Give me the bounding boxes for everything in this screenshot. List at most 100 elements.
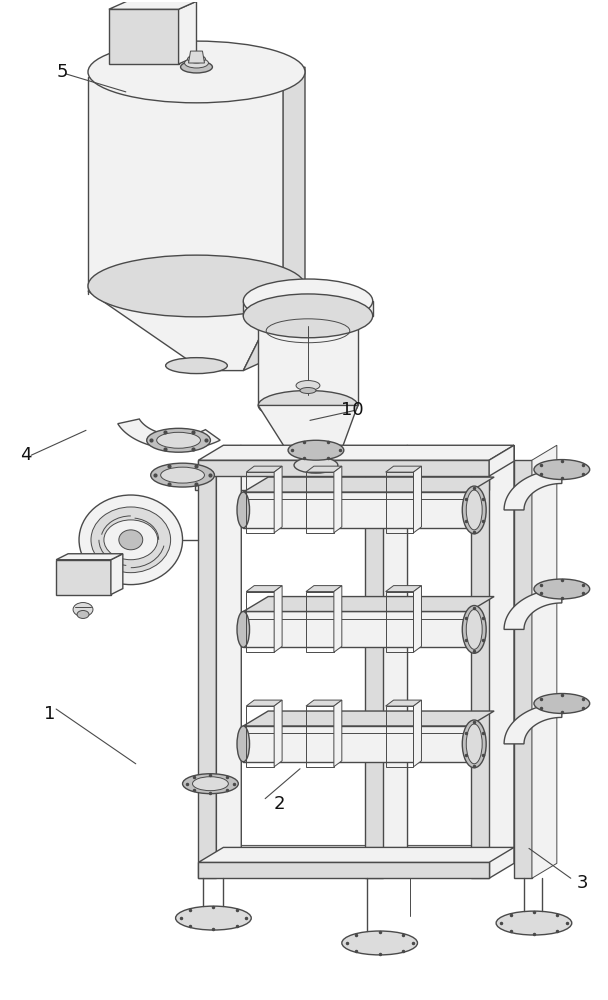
Ellipse shape [161, 467, 204, 483]
Ellipse shape [534, 694, 590, 713]
Ellipse shape [147, 428, 210, 452]
Polygon shape [243, 301, 373, 316]
Polygon shape [223, 445, 514, 461]
Polygon shape [365, 460, 382, 878]
Ellipse shape [73, 603, 93, 616]
Text: 2: 2 [274, 795, 286, 813]
Polygon shape [188, 51, 204, 63]
Polygon shape [223, 847, 514, 863]
Ellipse shape [534, 579, 590, 599]
Ellipse shape [462, 720, 486, 768]
Ellipse shape [463, 611, 475, 647]
Polygon shape [504, 470, 562, 510]
Polygon shape [334, 700, 342, 767]
Polygon shape [514, 460, 532, 878]
Polygon shape [198, 460, 216, 878]
Ellipse shape [182, 774, 238, 794]
Ellipse shape [258, 306, 358, 336]
Ellipse shape [77, 610, 89, 618]
Ellipse shape [243, 279, 373, 323]
Polygon shape [504, 589, 562, 629]
Polygon shape [274, 586, 282, 652]
Polygon shape [382, 445, 407, 878]
Polygon shape [385, 466, 421, 472]
Polygon shape [334, 466, 342, 533]
Polygon shape [118, 419, 220, 449]
Polygon shape [111, 554, 123, 595]
Ellipse shape [288, 440, 344, 460]
Ellipse shape [165, 358, 227, 374]
Ellipse shape [157, 432, 201, 448]
Polygon shape [258, 321, 358, 405]
Ellipse shape [119, 530, 143, 550]
Polygon shape [334, 586, 342, 652]
Ellipse shape [104, 520, 157, 560]
Polygon shape [385, 700, 421, 706]
Polygon shape [504, 703, 562, 744]
Ellipse shape [185, 58, 209, 68]
Polygon shape [109, 1, 196, 9]
Polygon shape [196, 470, 489, 490]
Polygon shape [243, 281, 305, 371]
Ellipse shape [466, 609, 482, 649]
Polygon shape [56, 554, 123, 560]
Text: 1: 1 [44, 705, 55, 723]
Ellipse shape [466, 490, 482, 530]
Polygon shape [306, 466, 342, 472]
Polygon shape [413, 466, 421, 533]
Polygon shape [243, 597, 494, 611]
Ellipse shape [296, 381, 320, 391]
Polygon shape [243, 611, 469, 647]
Polygon shape [274, 700, 282, 767]
Ellipse shape [237, 492, 249, 528]
Polygon shape [88, 291, 283, 371]
Ellipse shape [534, 460, 590, 479]
Ellipse shape [463, 492, 475, 528]
Ellipse shape [294, 457, 338, 473]
Polygon shape [306, 700, 342, 706]
Polygon shape [243, 726, 469, 762]
Polygon shape [306, 586, 342, 592]
Polygon shape [198, 847, 514, 862]
Ellipse shape [496, 911, 572, 935]
Polygon shape [243, 711, 494, 726]
Ellipse shape [187, 55, 206, 63]
Ellipse shape [466, 724, 482, 764]
Ellipse shape [79, 495, 182, 585]
Text: 4: 4 [20, 446, 32, 464]
Text: 3: 3 [576, 874, 588, 892]
Ellipse shape [181, 61, 212, 73]
Polygon shape [216, 445, 241, 878]
Polygon shape [243, 492, 469, 528]
Polygon shape [198, 862, 489, 878]
Polygon shape [223, 845, 516, 847]
Polygon shape [88, 77, 283, 291]
Polygon shape [283, 67, 305, 291]
Ellipse shape [91, 507, 171, 573]
Ellipse shape [462, 606, 486, 653]
Ellipse shape [88, 255, 305, 317]
Text: 10: 10 [341, 401, 364, 419]
Ellipse shape [237, 611, 249, 647]
Polygon shape [385, 586, 421, 592]
Ellipse shape [151, 463, 215, 487]
Ellipse shape [176, 906, 251, 930]
Polygon shape [198, 460, 489, 476]
Ellipse shape [237, 726, 249, 762]
Polygon shape [489, 445, 514, 878]
Polygon shape [258, 405, 358, 465]
Text: 5: 5 [56, 63, 67, 81]
Ellipse shape [88, 41, 305, 103]
Ellipse shape [342, 931, 418, 955]
Ellipse shape [462, 486, 486, 534]
Ellipse shape [258, 391, 358, 420]
Polygon shape [246, 466, 282, 472]
Polygon shape [109, 9, 179, 64]
Polygon shape [532, 445, 557, 878]
Polygon shape [246, 586, 282, 592]
Polygon shape [179, 1, 196, 64]
Ellipse shape [300, 388, 316, 393]
Polygon shape [489, 445, 514, 476]
Polygon shape [413, 586, 421, 652]
Polygon shape [243, 477, 494, 492]
